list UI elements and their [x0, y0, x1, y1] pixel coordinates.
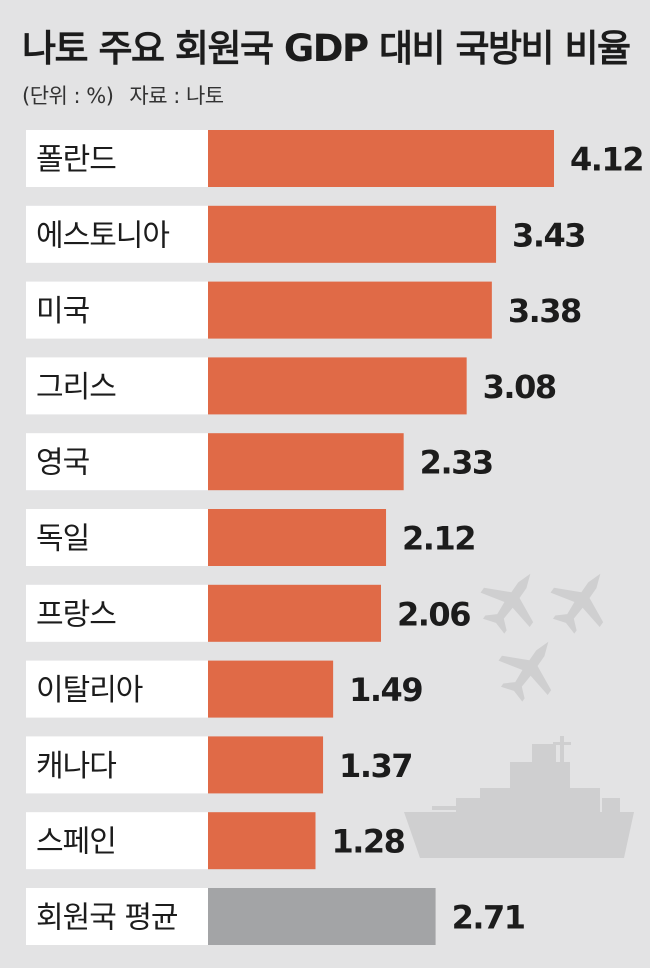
category-label-box: [26, 281, 208, 339]
category-label-box: [26, 888, 208, 945]
value-label: 3.38: [508, 292, 581, 330]
value-label: 2.33: [420, 444, 493, 482]
average-bar: [208, 888, 436, 945]
category-label: 회원국 평균: [36, 901, 178, 936]
category-label-box: [26, 357, 208, 415]
category-label: 프랑스: [36, 597, 116, 632]
bar: [208, 357, 467, 415]
category-label: 이탈리아: [36, 673, 143, 708]
category-label: 미국: [36, 294, 90, 329]
chart-title: 나토 주요 회원국 GDP 대비 국방비 비율: [22, 27, 631, 70]
category-label-box: [26, 584, 208, 642]
value-label: 1.37: [339, 747, 412, 785]
category-label-box: [26, 205, 208, 263]
warship-icon: [404, 736, 634, 858]
value-label: 3.08: [483, 368, 556, 406]
decoration-layer: [404, 573, 634, 858]
bar: [208, 205, 497, 263]
category-label: 에스토니아: [36, 218, 169, 253]
bar: [208, 281, 492, 339]
bar: [208, 812, 316, 870]
fighter-jet-icon: [480, 573, 534, 634]
category-label: 폴란드: [36, 143, 116, 178]
category-label-box: [26, 130, 208, 187]
value-label: 4.12: [570, 141, 643, 179]
fighter-jet-icon: [498, 641, 552, 702]
category-label: 캐나다: [36, 749, 116, 784]
bar: [208, 736, 324, 794]
value-label: 1.28: [331, 823, 404, 861]
value-label: 2.12: [402, 520, 475, 558]
category-label-box: [26, 736, 208, 794]
category-label: 스페인: [36, 825, 116, 860]
bar: [208, 130, 554, 187]
fighter-jet-icon: [550, 573, 604, 634]
bar: [208, 433, 404, 491]
value-label: 2.71: [452, 899, 525, 937]
category-label: 독일: [36, 522, 89, 557]
bar: [208, 660, 334, 718]
source-label: 자료 : 나토: [129, 84, 224, 108]
category-label-box: [26, 509, 208, 566]
category-label: 그리스: [36, 370, 116, 405]
category-label-box: [26, 660, 208, 718]
value-label: 1.49: [349, 671, 422, 709]
category-label: 영국: [36, 446, 90, 481]
value-label: 2.06: [397, 595, 470, 633]
category-label-box: [26, 433, 208, 491]
chart-subtitle: (단위 : %) 자료 : 나토: [22, 80, 224, 110]
value-label: 3.43: [512, 216, 585, 254]
bar: [208, 584, 381, 642]
category-label-box: [26, 812, 208, 870]
bar: [208, 509, 387, 566]
unit-label: (단위 : %): [22, 84, 114, 108]
